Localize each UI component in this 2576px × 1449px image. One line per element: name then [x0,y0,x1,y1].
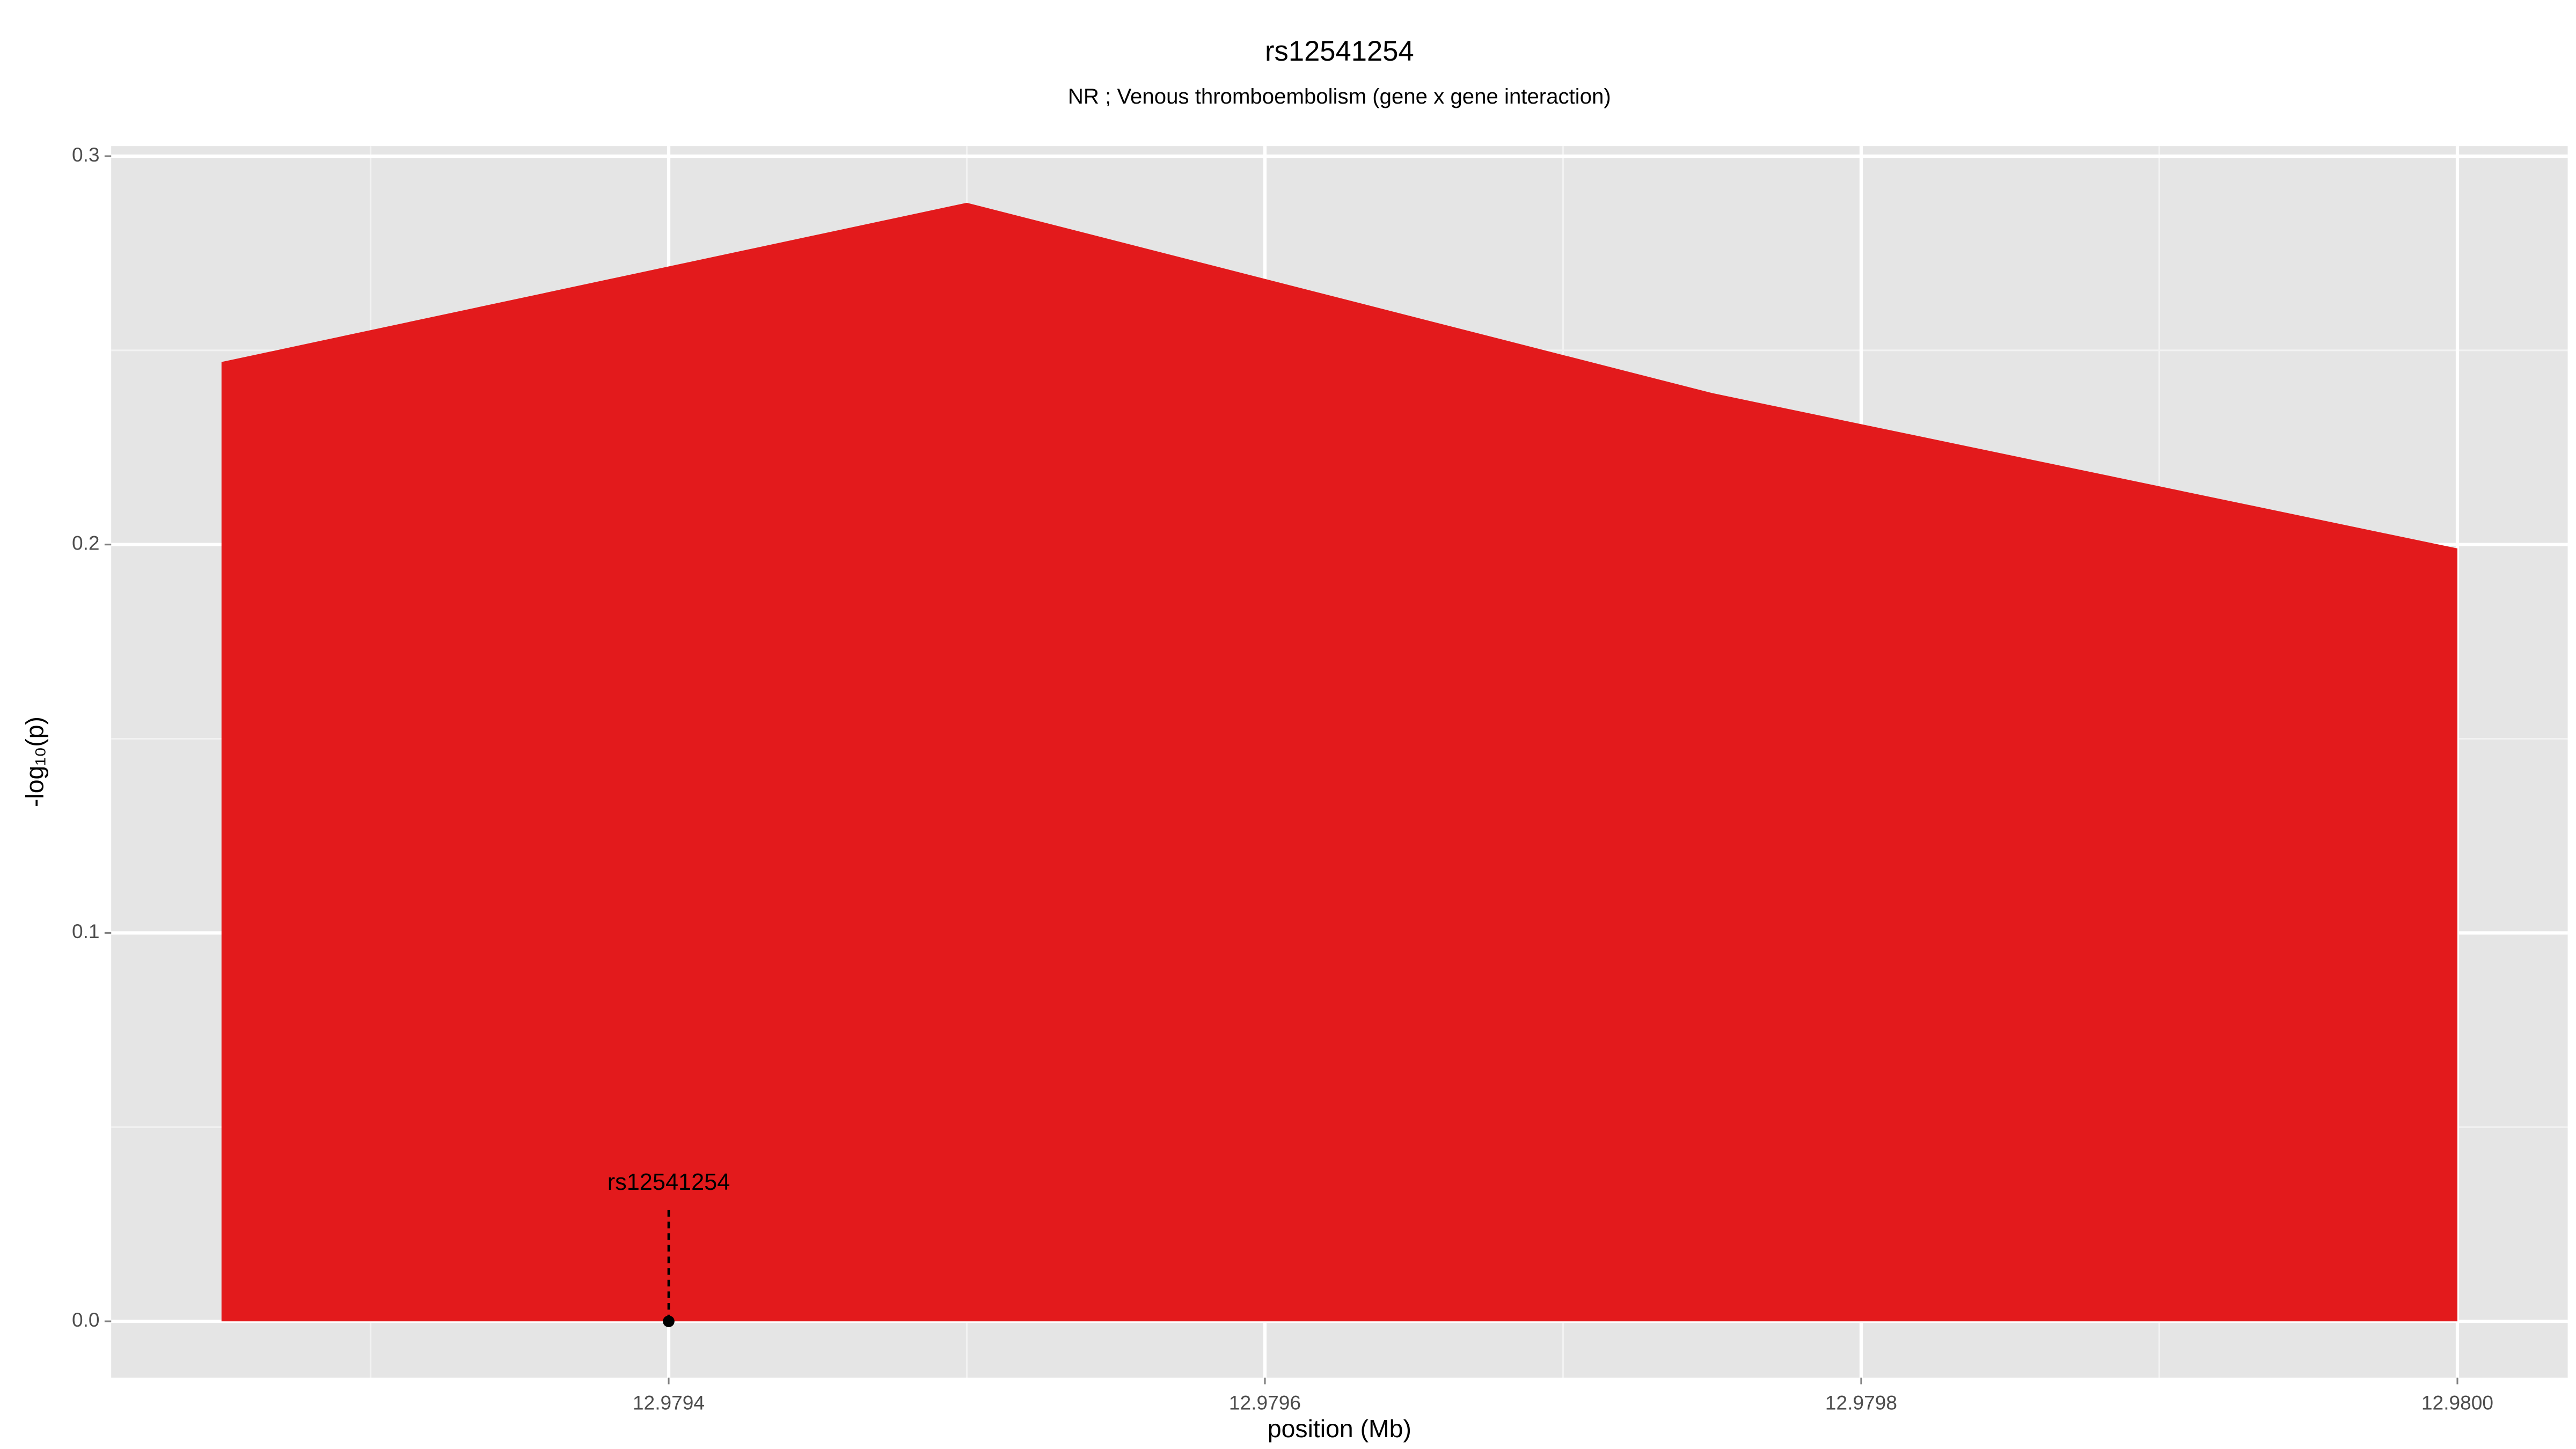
y-tick-label: 0.1 [72,920,100,942]
annotation-point [663,1315,675,1327]
x-tick-label: 12.9796 [1229,1391,1301,1414]
x-tick-label: 12.9794 [633,1391,705,1414]
y-tick-label: 0.2 [72,531,100,554]
y-tick-label: 0.3 [72,143,100,166]
y-axis-title: -log₁₀(p) [20,716,48,807]
x-tick-label: 12.9800 [2421,1391,2493,1414]
marks [221,202,2458,1322]
area [221,202,2458,1322]
annotation-label: rs12541254 [608,1169,730,1195]
x-axis-title: position (Mb) [1268,1415,1411,1443]
x-tick-label: 12.9798 [1825,1391,1897,1414]
y-tick-label: 0.0 [72,1308,100,1331]
chart-subtitle: NR ; Venous thromboembolism (gene x gene… [1068,84,1611,108]
chart-title: rs12541254 [1265,35,1414,67]
